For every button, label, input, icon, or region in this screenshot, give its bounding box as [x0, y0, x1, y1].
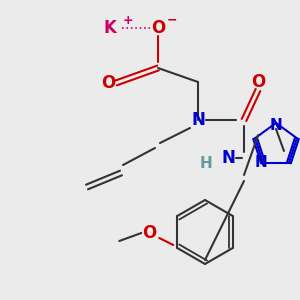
Text: O: O [101, 74, 115, 92]
Text: N: N [221, 149, 235, 167]
Text: O: O [251, 73, 265, 91]
Text: O: O [151, 19, 165, 37]
Text: N: N [191, 111, 205, 129]
Text: N: N [255, 155, 267, 170]
Text: O: O [142, 224, 156, 242]
Text: −: − [167, 14, 177, 26]
Text: H: H [200, 155, 212, 170]
Text: N: N [270, 118, 282, 133]
Text: K: K [103, 19, 116, 37]
Text: +: + [123, 14, 133, 26]
